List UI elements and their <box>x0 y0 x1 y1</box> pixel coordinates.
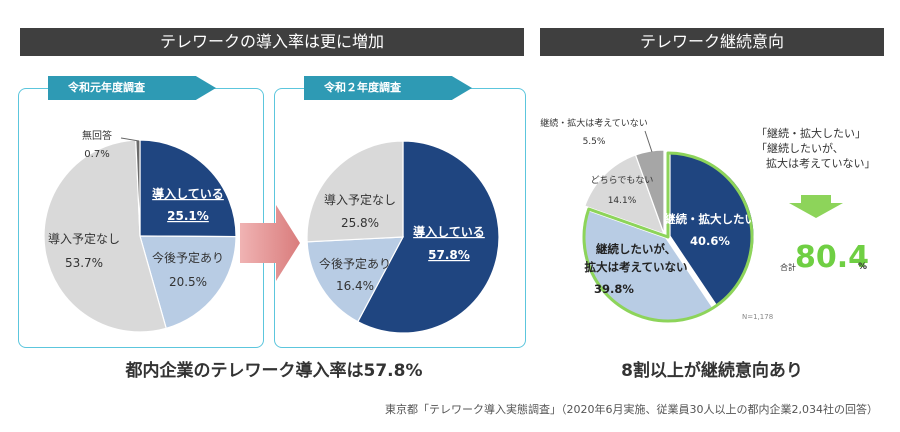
pie-slice <box>139 235 237 330</box>
down-arrow-icon <box>789 195 843 218</box>
slice-label: 導入している <box>152 186 224 201</box>
pie-labels: 導入している 25.1% 今後予定あり 20.5% 導入予定なし 53.7% 無回答 0.7%… <box>48 117 756 296</box>
highlight-outline <box>582 151 754 323</box>
headline-left: 都内企業のテレワーク導入率は57.8% <box>125 361 423 381</box>
slice-value: 40.6% <box>690 234 730 248</box>
slice-label: 今後予定あり <box>152 250 224 265</box>
sample-size: N=1,178 <box>742 313 774 321</box>
pie-2020 <box>306 140 500 334</box>
total-unit: % <box>858 262 868 272</box>
transition-arrow-icon <box>240 205 300 281</box>
callout-line: 拡大は考えていない」 <box>766 157 876 170</box>
pie-slice <box>139 139 237 238</box>
callout-quote: 「継続・拡大したい」 「継続したいが、 拡大は考えていない」 <box>756 126 875 171</box>
total-value: 80.4 <box>795 240 870 275</box>
slice-value: 20.5% <box>169 275 207 289</box>
slice-label: 継続・拡大したい <box>664 212 756 226</box>
slice-label: 拡大は考えていない <box>585 260 688 274</box>
slice-label: 継続したいが、 <box>596 242 676 256</box>
pie-slice <box>356 140 500 334</box>
total-label: 合計 <box>780 263 796 272</box>
slice-label: 継続・拡大は考えていない <box>540 117 648 129</box>
slice-label: 導入予定なし <box>324 192 396 207</box>
slice-label: 導入している <box>413 224 485 239</box>
slice-value: 14.1% <box>608 196 637 206</box>
slice-value: 5.5% <box>583 137 606 147</box>
slice-value: 25.8% <box>341 216 379 230</box>
slice-label: 導入予定なし <box>48 231 120 246</box>
leader-line <box>644 130 653 153</box>
slice-value: 57.8% <box>428 248 470 262</box>
banner-right: テレワーク継続意向 <box>540 28 884 56</box>
pie-slice <box>634 149 665 235</box>
slice-value: 39.8% <box>594 282 634 296</box>
source-note: 東京都「テレワーク導入実態調査」（2020年6月実施、従業員30人以上の都内企業… <box>385 403 878 416</box>
pie-slice <box>43 139 167 333</box>
banner-left: テレワークの導入率は更に増加 <box>20 28 524 56</box>
pie-slice <box>306 236 405 323</box>
callout-line: 「継続したいが、 <box>756 142 844 155</box>
survey-2019-tab: 令和元年度調査 <box>48 76 216 100</box>
leader-line <box>120 137 140 142</box>
callout-line: 「継続・拡大したい」 <box>756 127 866 140</box>
slice-label: どちらでもない <box>591 175 654 186</box>
headline-right: 8割以上が継続意向あり <box>621 361 803 381</box>
pie-2019 <box>43 139 237 333</box>
slice-value: 16.4% <box>336 279 374 293</box>
slice-value: 0.7% <box>84 149 109 160</box>
pie-slice <box>584 154 665 235</box>
slice-label: 無回答 <box>82 129 112 142</box>
slice-label: 今後予定あり <box>319 256 391 271</box>
slice-value: 25.1% <box>167 209 209 223</box>
slice-value: 53.7% <box>65 256 103 270</box>
pie-slice <box>306 140 404 243</box>
survey-2020-tab: 令和２年度調査 <box>304 76 472 100</box>
pie-continuation <box>581 149 755 323</box>
